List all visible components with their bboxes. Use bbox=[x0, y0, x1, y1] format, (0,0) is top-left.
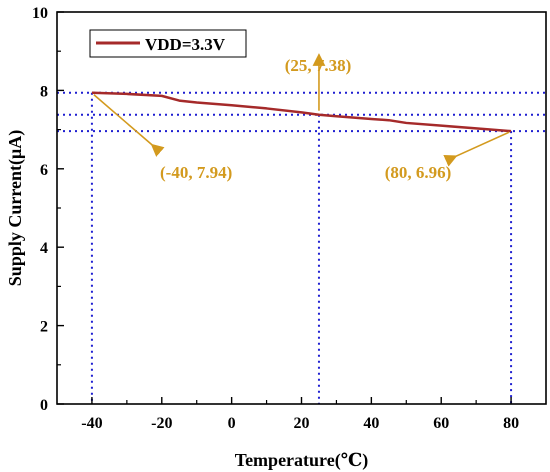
x-tick-label: 60 bbox=[433, 415, 449, 432]
y-tick-label: 6 bbox=[40, 162, 48, 179]
annotation-label: (80, 6.96) bbox=[385, 163, 452, 182]
annotation-label: (-40, 7.94) bbox=[160, 163, 232, 182]
legend: VDD=3.3V bbox=[89, 29, 247, 58]
y-tick-label: 10 bbox=[32, 5, 48, 22]
x-tick-label: 40 bbox=[363, 415, 379, 432]
legend-label: VDD=3.3V bbox=[145, 35, 226, 54]
annotation-label: (25, 7.38) bbox=[285, 56, 352, 75]
annotations-layer: (-40, 7.94) (25, 7.38) (80, 6.96) bbox=[93, 53, 510, 182]
x-tick-label: 20 bbox=[294, 415, 310, 432]
annotation-arrow bbox=[93, 94, 165, 157]
annotation-arrow bbox=[443, 131, 510, 167]
reference-lines bbox=[57, 91, 546, 404]
y-tick-label: 4 bbox=[40, 240, 48, 257]
x-axis-title: Temperature(℃) bbox=[235, 450, 369, 471]
y-axis-title: Supply Current(μA) bbox=[5, 130, 26, 286]
x-tick-label: -40 bbox=[81, 415, 102, 432]
series-line bbox=[91, 91, 512, 133]
x-tick-label: -20 bbox=[151, 415, 172, 432]
x-tick-label: 0 bbox=[228, 415, 236, 432]
y-tick-label: 0 bbox=[40, 397, 48, 414]
y-tick-label: 8 bbox=[40, 83, 48, 100]
series-layer bbox=[91, 91, 512, 133]
y-tick-label: 2 bbox=[40, 319, 48, 336]
axes-layer: -40 -20 0 20 40 60 80 0 2 4 6 8 10 bbox=[32, 5, 519, 432]
x-tick-label: 80 bbox=[503, 415, 519, 432]
